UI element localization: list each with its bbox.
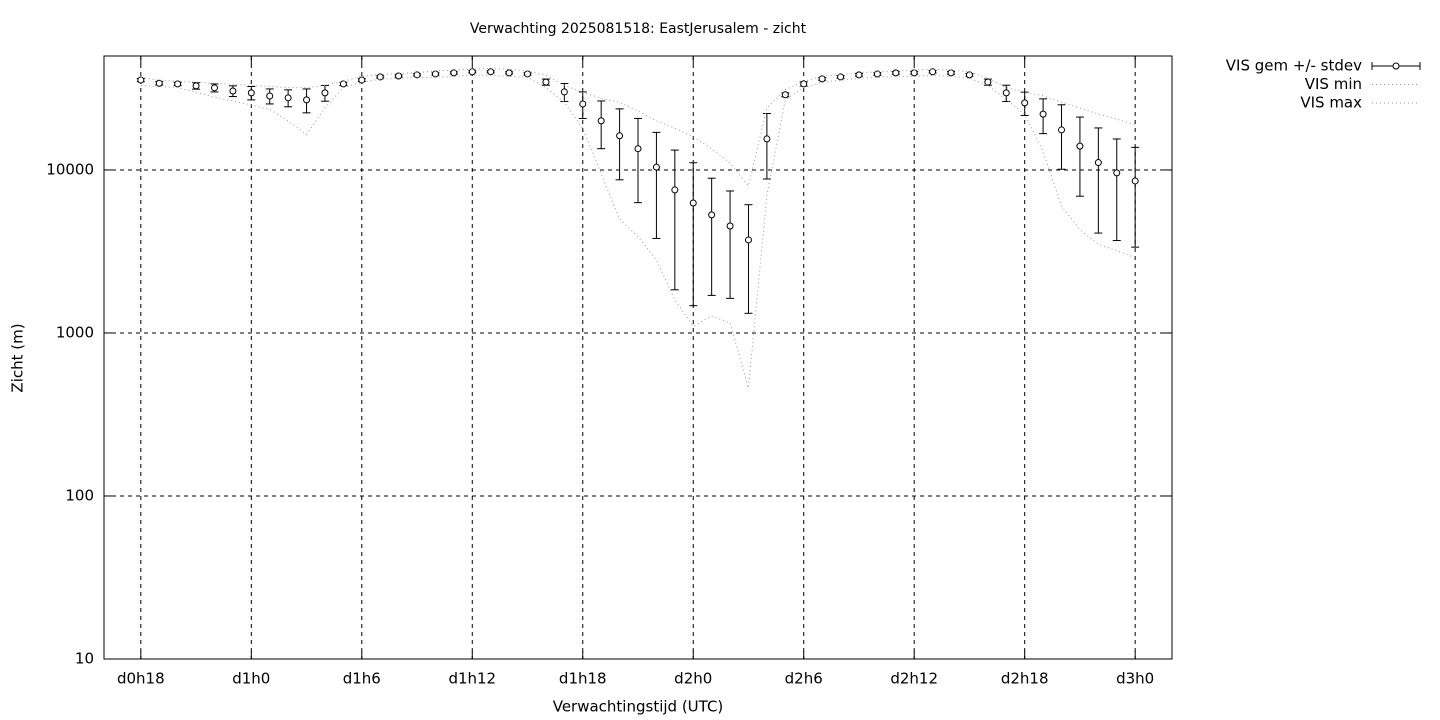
point: [174, 80, 182, 88]
point: [192, 82, 200, 90]
legend-label: VIS min: [1305, 75, 1362, 93]
error-bar: [615, 108, 624, 181]
point: [781, 91, 789, 99]
point: [450, 69, 458, 77]
error-bar: [762, 112, 771, 180]
point: [1039, 110, 1047, 118]
point: [689, 199, 697, 207]
point: [910, 69, 918, 77]
point: [744, 236, 752, 244]
point: [524, 70, 532, 78]
point: [1002, 89, 1010, 97]
range-line: [140, 74, 1136, 389]
point: [229, 87, 237, 95]
point: [818, 75, 826, 83]
point: [284, 94, 292, 102]
x-tick-label: d1h18: [559, 670, 607, 688]
point: [671, 186, 679, 194]
error-bar: [597, 100, 606, 150]
point: [929, 68, 937, 76]
x-tick-label: d2h12: [890, 670, 938, 688]
x-tick-label: d1h6: [343, 670, 381, 688]
x-tick-label: d2h18: [1001, 670, 1049, 688]
point: [1131, 177, 1139, 185]
x-axis-label: Verwachtingstijd (UTC): [553, 698, 724, 716]
point: [616, 132, 624, 140]
error-bar: [689, 162, 698, 307]
point: [947, 69, 955, 77]
point: [137, 76, 145, 84]
point: [837, 73, 845, 81]
error-bar: [707, 177, 716, 296]
plot-frame: [103, 55, 1173, 660]
point: [431, 70, 439, 78]
x-tick-label: d1h12: [448, 670, 496, 688]
point: [800, 80, 808, 88]
error-bar: [634, 117, 642, 204]
point: [210, 84, 218, 92]
point: [634, 145, 642, 153]
y-tick-label: 10: [75, 650, 94, 668]
point: [358, 76, 366, 84]
error-bar: [1057, 104, 1066, 170]
y-tick-label: 1000: [56, 323, 94, 341]
point: [155, 79, 163, 87]
legend-label: VIS gem +/- stdev: [1226, 57, 1362, 75]
point: [965, 71, 973, 79]
chart-title: Verwachting 2025081518: EastJerusalem - …: [470, 21, 807, 37]
point: [542, 78, 550, 86]
x-tick-label: d2h6: [785, 670, 823, 688]
point: [303, 96, 311, 104]
point: [487, 68, 495, 76]
y-tick-label: 10000: [46, 160, 94, 178]
point: [1094, 159, 1102, 167]
point: [763, 135, 771, 143]
x-tick-label: d2h0: [674, 670, 712, 688]
point: [579, 100, 587, 108]
point: [266, 92, 274, 100]
error-bar: [726, 190, 735, 299]
point: [708, 211, 716, 219]
point: [1113, 169, 1121, 177]
y-axis-label: Zicht (m): [9, 323, 27, 392]
point: [984, 78, 992, 86]
point: [247, 89, 255, 97]
point: [321, 89, 329, 97]
point: [1058, 126, 1066, 134]
error-bar: [670, 149, 679, 291]
point: [339, 80, 347, 88]
error-bar: [1131, 146, 1140, 248]
point: [1076, 142, 1084, 150]
point: [873, 70, 881, 78]
point: [560, 88, 568, 96]
point: [468, 68, 476, 76]
legend-swatch: [1392, 62, 1400, 70]
error-bar: [652, 131, 661, 239]
error-bar: [744, 204, 753, 314]
point: [1021, 99, 1029, 107]
legend-label: VIS max: [1300, 94, 1362, 112]
x-tick-label: d0h18: [117, 670, 165, 688]
point: [376, 73, 384, 81]
point: [395, 72, 403, 80]
error-bar: [1112, 138, 1121, 242]
error-bar: [1075, 116, 1084, 197]
y-tick-label: 100: [65, 486, 94, 504]
point: [505, 69, 513, 77]
point: [726, 222, 734, 230]
error-bar: [1094, 127, 1103, 234]
point: [597, 117, 605, 125]
point: [413, 71, 421, 79]
x-tick-label: d1h0: [232, 670, 270, 688]
point: [652, 163, 660, 171]
x-tick-label: d3h0: [1116, 670, 1154, 688]
point: [892, 69, 900, 77]
